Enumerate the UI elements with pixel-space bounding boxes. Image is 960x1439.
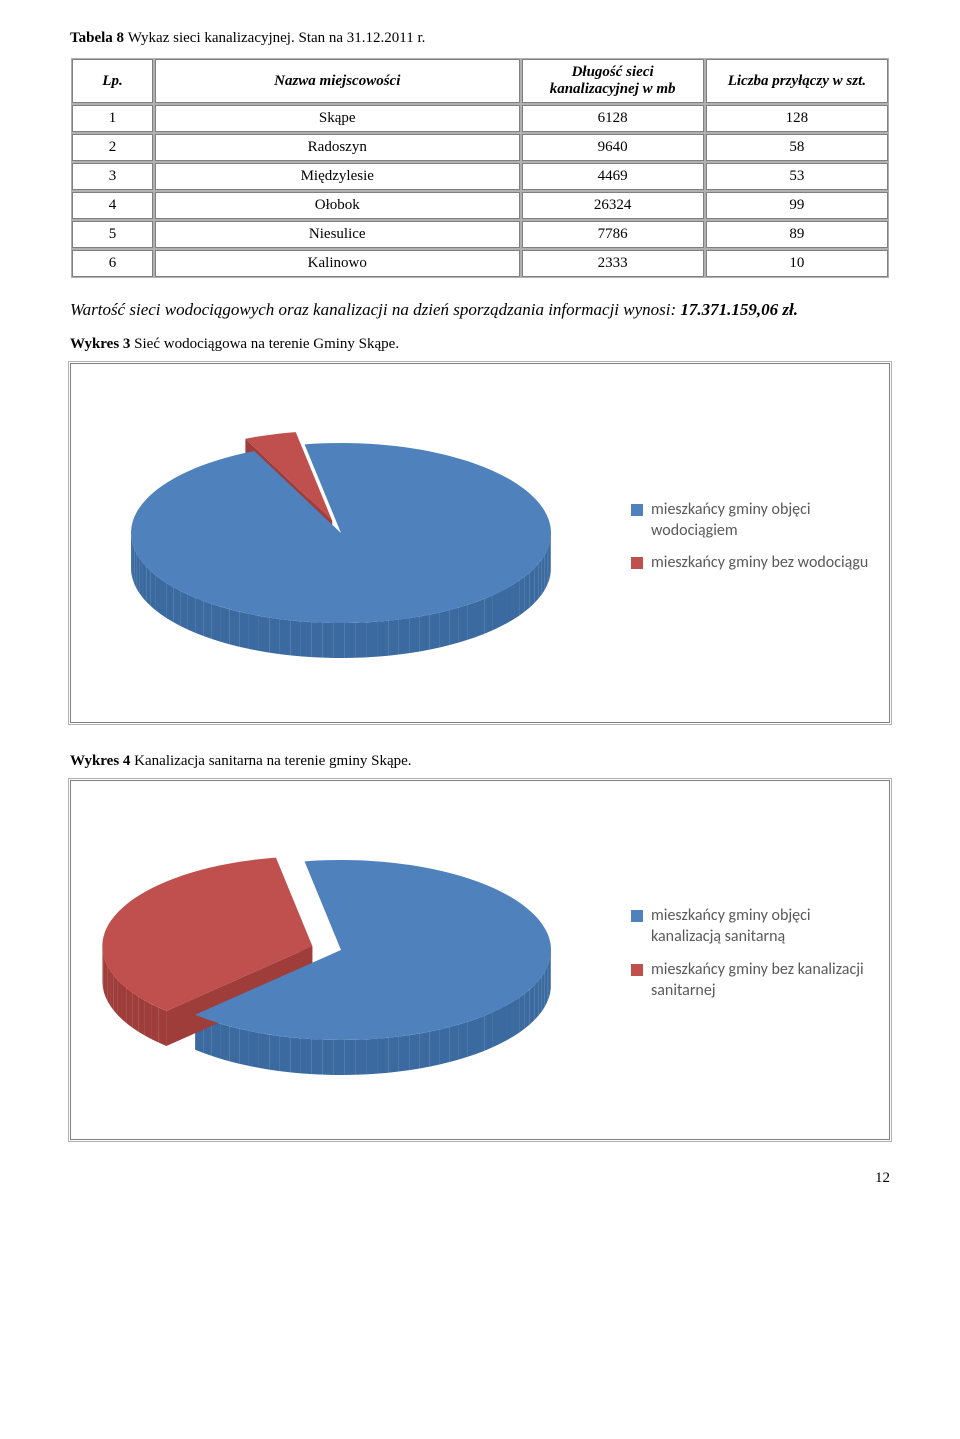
table-cell: 99: [706, 192, 888, 219]
body-text-main: Wartość sieci wodociągowych oraz kanaliz…: [70, 300, 680, 319]
legend-swatch: [631, 964, 643, 976]
legend-item: mieszkańcy gminy objęci wodociągiem: [631, 500, 879, 542]
legend-label: mieszkańcy gminy bez wodociągu: [651, 553, 868, 574]
legend-label: mieszkańcy gminy bez kanalizacji sanitar…: [651, 960, 879, 1002]
table-row: 1Skąpe6128128: [72, 105, 888, 132]
table-cell: 9640: [522, 134, 704, 161]
table-header-lp: Lp.: [72, 59, 153, 103]
table-cell: 53: [706, 163, 888, 190]
table-cell: 5: [72, 221, 153, 248]
table-row: 5Niesulice778689: [72, 221, 888, 248]
table-header-length: Długość sieci kanalizacyjnej w mb: [522, 59, 704, 103]
chart4-caption: Wykres 4 Kanalizacja sanitarna na tereni…: [70, 753, 890, 770]
legend-item: mieszkańcy gminy bez wodociągu: [631, 553, 879, 574]
chart3-caption-rest: Sieć wodociągowa na terenie Gminy Skąpe.: [130, 336, 399, 352]
chart4-svg: [81, 791, 601, 1129]
table-caption-rest: Wykaz sieci kanalizacyjnej. Stan na 31.1…: [128, 30, 426, 46]
chart4-caption-bold: Wykres 4: [70, 753, 130, 769]
table-caption: Tabela 8 Wykaz sieci kanalizacyjnej. Sta…: [70, 30, 890, 47]
chart3-container: mieszkańcy gminy objęci wodociągiem miesz…: [70, 363, 890, 723]
table-cell: 3: [72, 163, 153, 190]
table-caption-bold: Tabela 8: [70, 30, 128, 46]
data-table: Lp. Nazwa miejscowości Długość sieci kan…: [70, 57, 890, 279]
chart4-caption-rest: Kanalizacja sanitarna na terenie gminy S…: [130, 753, 411, 769]
table-cell: 89: [706, 221, 888, 248]
table-cell: Ołobok: [155, 192, 520, 219]
table-cell: 4469: [522, 163, 704, 190]
chart3-svg: [81, 374, 601, 712]
table-header-count: Liczba przyłączy w szt.: [706, 59, 888, 103]
body-text: Wartość sieci wodociągowych oraz kanaliz…: [70, 299, 890, 322]
table-cell: 4: [72, 192, 153, 219]
table-cell: 6: [72, 250, 153, 277]
chart4-legend: mieszkańcy gminy objęci kanalizacją sani…: [601, 906, 879, 1013]
table-cell: Niesulice: [155, 221, 520, 248]
legend-item: mieszkańcy gminy bez kanalizacji sanitar…: [631, 960, 879, 1002]
legend-swatch: [631, 910, 643, 922]
chart3-legend: mieszkańcy gminy objęci wodociągiem miesz…: [601, 500, 879, 586]
table-cell: Kalinowo: [155, 250, 520, 277]
table-cell: 1: [72, 105, 153, 132]
table-row: 3Międzylesie446953: [72, 163, 888, 190]
table-cell: Międzylesie: [155, 163, 520, 190]
table-cell: 6128: [522, 105, 704, 132]
table-cell: Skąpe: [155, 105, 520, 132]
chart4-container: mieszkańcy gminy objęci kanalizacją sani…: [70, 780, 890, 1140]
legend-label: mieszkańcy gminy objęci wodociągiem: [651, 500, 879, 542]
table-cell: 2: [72, 134, 153, 161]
body-text-bold: 17.371.159,06 zł.: [680, 300, 798, 319]
table-cell: Radoszyn: [155, 134, 520, 161]
legend-item: mieszkańcy gminy objęci kanalizacją sani…: [631, 906, 879, 948]
table-row: 2Radoszyn964058: [72, 134, 888, 161]
legend-swatch: [631, 504, 643, 516]
table-row: 4Ołobok2632499: [72, 192, 888, 219]
table-cell: 58: [706, 134, 888, 161]
chart3-caption-bold: Wykres 3: [70, 336, 130, 352]
legend-label: mieszkańcy gminy objęci kanalizacją sani…: [651, 906, 879, 948]
table-header-name: Nazwa miejscowości: [155, 59, 520, 103]
table-row: 6Kalinowo233310: [72, 250, 888, 277]
table-cell: 10: [706, 250, 888, 277]
table-cell: 26324: [522, 192, 704, 219]
table-cell: 128: [706, 105, 888, 132]
legend-swatch: [631, 557, 643, 569]
table-cell: 7786: [522, 221, 704, 248]
table-cell: 2333: [522, 250, 704, 277]
page-number: 12: [70, 1170, 890, 1187]
chart3-caption: Wykres 3 Sieć wodociągowa na terenie Gmi…: [70, 336, 890, 353]
